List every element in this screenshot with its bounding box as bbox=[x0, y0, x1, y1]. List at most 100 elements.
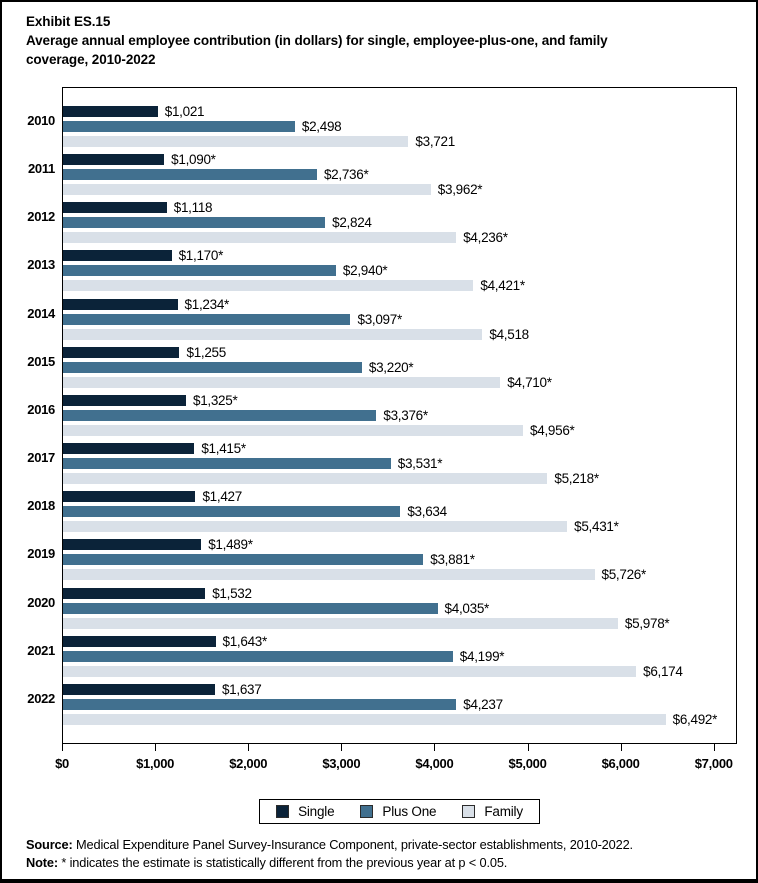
bar-row-single-2016: $1,325* bbox=[63, 392, 736, 408]
bar-value-single-2016: $1,325* bbox=[192, 392, 238, 408]
bar-value-plus-one-2016: $3,376* bbox=[383, 407, 428, 423]
bar-value-single-2012: $1,118 bbox=[173, 200, 213, 216]
bar-family-2015 bbox=[63, 376, 501, 388]
plot-area: 2010 $1,021 $2,498 $3,721 2011 $1,090* $2,736*… bbox=[27, 87, 737, 744]
bar-value-plus-one-2012: $2,824 bbox=[332, 215, 372, 231]
bar-plus-one-2018 bbox=[63, 506, 401, 518]
bar-row-plus-one-2011: $2,736* bbox=[63, 167, 736, 183]
year-label-2020: 2020 bbox=[27, 594, 55, 610]
year-label-2021: 2021 bbox=[27, 642, 55, 658]
bar-value-family-2019: $5,726* bbox=[601, 567, 647, 583]
x-tick-label-7000: $7,000 bbox=[694, 756, 733, 771]
bar-row-plus-one-2019: $3,881* bbox=[63, 553, 736, 567]
year-label-2010: 2010 bbox=[27, 113, 55, 128]
bar-single-2013 bbox=[63, 250, 172, 262]
footer: Source: Medical Expenditure Panel Survey… bbox=[26, 836, 736, 871]
bar-plus-one-2015 bbox=[63, 361, 362, 373]
bar-single-2021 bbox=[63, 635, 216, 647]
bar-value-plus-one-2020: $4,035* bbox=[444, 600, 490, 616]
year-group-2012: 2012 $1,118 $2,824 $4,236* bbox=[27, 200, 736, 246]
legend-wrap: Single Plus One Family bbox=[62, 799, 737, 824]
year-group-2022: 2022 $1,637 $4,237 $6,492* bbox=[27, 681, 736, 727]
bar-row-family-2022: $6,492* bbox=[63, 713, 736, 726]
bar-row-family-2021: $6,174 bbox=[63, 663, 736, 679]
bar-value-single-2018: $1,427 bbox=[202, 489, 242, 505]
bar-row-single-2018: $1,427 bbox=[63, 489, 736, 505]
bar-plus-one-2021 bbox=[63, 650, 453, 662]
bar-row-single-2017: $1,415* bbox=[63, 441, 736, 457]
year-label-2012: 2012 bbox=[27, 209, 55, 225]
bar-value-single-2020: $1,532 bbox=[212, 585, 252, 601]
bar-row-single-2021: $1,643* bbox=[63, 634, 736, 648]
x-tick-label-4000: $4,000 bbox=[415, 756, 454, 771]
bar-plus-one-2017 bbox=[63, 458, 391, 470]
bar-family-2014 bbox=[63, 328, 483, 340]
x-tick-mark-3000 bbox=[341, 744, 343, 751]
legend-swatch-single bbox=[276, 805, 290, 818]
bar-row-family-2013: $4,421* bbox=[63, 279, 736, 293]
legend-item-family: Family bbox=[462, 804, 523, 819]
bar-family-2019 bbox=[63, 569, 595, 581]
bar-row-single-2019: $1,489* bbox=[63, 537, 736, 553]
legend-item-plus-one: Plus One bbox=[360, 804, 437, 819]
year-group-2019: 2019 $1,489* $3,881* $5,726* bbox=[27, 537, 736, 583]
bar-row-family-2020: $5,978* bbox=[63, 615, 736, 631]
bar-row-family-2011: $3,962* bbox=[63, 182, 736, 198]
year-group-2011: 2011 $1,090* $2,736* $3,962* bbox=[28, 152, 736, 198]
bar-single-2019 bbox=[63, 539, 202, 551]
bar-value-family-2014: $4,518 bbox=[489, 326, 529, 342]
bar-row-plus-one-2022: $4,237 bbox=[63, 696, 736, 712]
x-tick-mark-7000 bbox=[713, 744, 715, 751]
year-label-2019: 2019 bbox=[27, 546, 55, 562]
year-group-2018: 2018 $1,427 $3,634 $5,431* bbox=[27, 489, 736, 534]
bar-value-plus-one-2017: $3,531* bbox=[397, 456, 443, 472]
exhibit-number: Exhibit ES.15 bbox=[26, 14, 111, 29]
bar-value-single-2022: $1,637 bbox=[221, 681, 262, 697]
year-group-2020: 2020 $1,532 $4,035* $5,978* bbox=[27, 585, 736, 631]
year-group-2010: 2010 $1,021 $2,498 $3,721 bbox=[27, 105, 736, 149]
year-group-2021: 2021 $1,643* $4,199* $6,174 bbox=[27, 634, 736, 679]
bar-family-2013 bbox=[63, 280, 474, 292]
year-group-2015: 2015 $1,255 $3,220* $4,710* bbox=[27, 346, 736, 390]
bar-row-plus-one-2012: $2,824 bbox=[63, 215, 736, 231]
legend-swatch-family bbox=[462, 805, 476, 818]
bar-row-single-2010: $1,021 bbox=[63, 105, 736, 118]
bar-row-plus-one-2015: $3,220* bbox=[63, 361, 736, 374]
bar-value-family-2012: $4,236* bbox=[463, 230, 508, 246]
bar-value-single-2011: $1,090* bbox=[171, 152, 216, 168]
year-label-2018: 2018 bbox=[27, 498, 55, 514]
x-tick-label-1000: $1,000 bbox=[136, 756, 175, 771]
bar-value-family-2020: $5,978* bbox=[624, 615, 670, 631]
bar-value-plus-one-2022: $4,237 bbox=[463, 696, 503, 712]
year-label-2011: 2011 bbox=[27, 161, 55, 177]
bar-value-family-2017: $5,218* bbox=[554, 471, 599, 487]
legend-label-plus-one: Plus One bbox=[382, 804, 437, 819]
bar-row-single-2014: $1,234* bbox=[63, 297, 736, 311]
bar-value-plus-one-2011: $2,736* bbox=[323, 167, 369, 183]
x-tick-label-5000: $5,000 bbox=[508, 756, 547, 771]
bar-value-single-2017: $1,415* bbox=[201, 441, 246, 457]
bar-value-family-2011: $3,962* bbox=[437, 182, 483, 198]
bar-row-family-2012: $4,236* bbox=[63, 230, 736, 246]
legend-label-single: Single bbox=[298, 804, 335, 819]
chart-title-line1: Average annual employee contribution (in… bbox=[26, 33, 608, 48]
bar-value-family-2010: $3,721 bbox=[415, 134, 455, 149]
footnote: Note: * indicates the estimate is statis… bbox=[26, 854, 736, 872]
source-text: Medical Expenditure Panel Survey-Insuran… bbox=[72, 837, 633, 852]
note-label: Note: bbox=[26, 854, 58, 870]
bar-value-family-2016: $4,956* bbox=[530, 422, 575, 438]
bar-value-single-2019: $1,489* bbox=[208, 537, 253, 553]
bar-plus-one-2016 bbox=[63, 409, 377, 421]
legend-swatch-plus-one bbox=[360, 805, 374, 818]
x-tick-mark-6000 bbox=[620, 744, 622, 751]
bar-row-plus-one-2014: $3,097* bbox=[63, 312, 736, 326]
bar-value-family-2021: $6,174 bbox=[643, 663, 683, 679]
bar-row-plus-one-2013: $2,940* bbox=[63, 264, 736, 278]
bar-plus-one-2013 bbox=[63, 265, 336, 277]
bar-row-family-2010: $3,721 bbox=[63, 134, 736, 149]
bar-single-2014 bbox=[63, 298, 178, 310]
bar-row-plus-one-2010: $2,498 bbox=[63, 120, 736, 133]
year-group-2017: 2017 $1,415* $3,531* $5,218* bbox=[27, 441, 736, 487]
year-group-2016: 2016 $1,325* $3,376* $4,956* bbox=[27, 392, 736, 438]
